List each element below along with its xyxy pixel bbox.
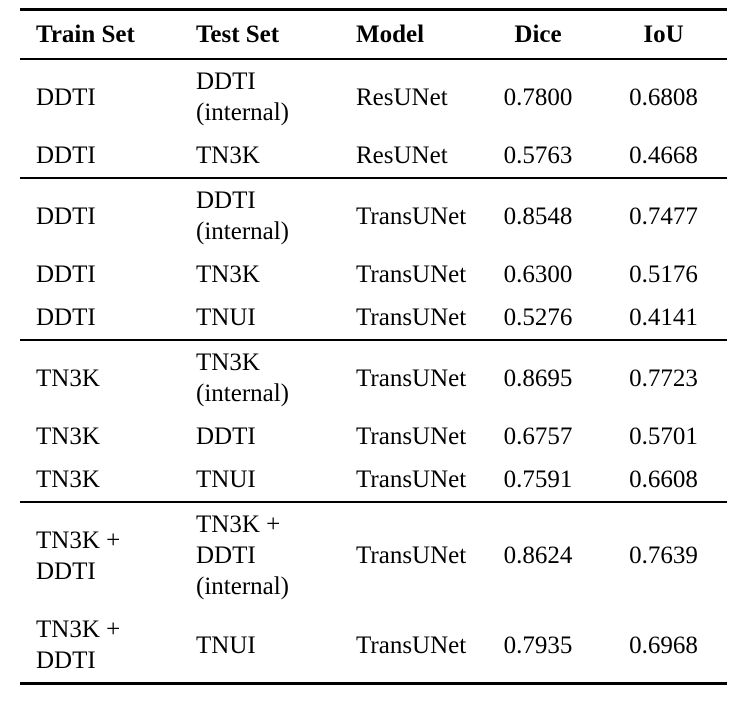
table-row: TN3K DDTI TransUNet 0.6757 0.5701 [20,415,727,458]
cell-dice: 0.8548 [503,202,573,230]
cell-model: ResUNet [356,142,448,169]
table-header-row: Train Set Test Set Model Dice IoU [20,9,727,60]
cell-model: TransUNet [356,202,467,230]
cell-line: (internal) [196,218,290,245]
cell-dice: 0.5276 [503,304,573,331]
cell-dice: 0.6300 [503,261,573,288]
cell-iou: 0.7477 [629,202,698,230]
cell-test-set: TN3K (internal) [196,340,356,415]
cell-line: DDTI [196,68,256,95]
header-iou: IoU [600,9,727,60]
table-row: DDTI DDTI (internal) TransUNet 0.8548 0.… [20,178,727,253]
cell-iou: 0.6608 [629,466,698,493]
cell-model: ResUNet [356,83,448,111]
cell-iou: 0.4668 [629,142,698,169]
header-test-set: Test Set [196,9,356,60]
cell-test-set: TNUI [196,466,256,493]
cell-line: DDTI [196,187,256,214]
cell-dice: 0.7800 [503,83,573,111]
cell-line: DDTI [36,647,96,674]
cell-dice: 0.7935 [503,631,573,659]
table-row: TN3K + DDTI TN3K + DDTI (internal) Trans… [20,502,727,608]
table-group-4: TN3K + DDTI TN3K + DDTI (internal) Trans… [20,502,727,684]
header-model: Model [356,9,476,60]
table-group-1: DDTI DDTI (internal) ResUNet 0.7800 0.68… [20,59,727,178]
cell-model: TransUNet [356,304,467,331]
table-row: DDTI DDTI (internal) ResUNet 0.7800 0.68… [20,59,727,134]
cell-test-set: DDTI (internal) [196,178,356,253]
table-row: DDTI TNUI TransUNet 0.5276 0.4141 [20,296,727,340]
results-table-container: Train Set Test Set Model Dice IoU DDTI D… [20,8,727,685]
cell-iou: 0.7639 [629,542,698,569]
cell-iou: 0.5701 [629,423,698,450]
table-row: TN3K TN3K (internal) TransUNet 0.8695 0.… [20,340,727,415]
cell-iou: 0.6808 [629,83,698,111]
table-row: DDTI TN3K TransUNet 0.6300 0.5176 [20,253,727,296]
cell-dice: 0.8695 [503,364,573,392]
results-table: Train Set Test Set Model Dice IoU DDTI D… [20,8,727,685]
cell-line: (internal) [196,380,290,407]
header-dice: Dice [476,9,600,60]
cell-model: TransUNet [356,542,467,569]
table-group-3: TN3K TN3K (internal) TransUNet 0.8695 0.… [20,340,727,502]
cell-line: TN3K + [36,616,121,643]
cell-train-set: DDTI [36,261,96,288]
cell-train-set: TN3K + DDTI [20,608,196,684]
cell-iou: 0.6968 [629,631,698,659]
cell-dice: 0.8624 [503,542,573,569]
cell-line: TN3K + [36,526,121,554]
cell-train-set: DDTI [36,304,96,331]
header-train-set: Train Set [20,9,196,60]
cell-line: TN3K + [196,511,281,538]
cell-line: DDTI [196,542,256,569]
table-group-2: DDTI DDTI (internal) TransUNet 0.8548 0.… [20,178,727,340]
cell-model: TransUNet [356,466,467,493]
cell-iou: 0.4141 [629,304,698,331]
cell-train-set: TN3K + DDTI [20,502,196,608]
cell-test-set: TNUI [196,631,256,659]
cell-train-set: DDTI [36,83,96,111]
cell-train-set: TN3K [36,364,100,392]
cell-test-set: DDTI (internal) [196,59,356,134]
cell-train-set: DDTI [36,142,96,169]
cell-train-set: TN3K [36,423,100,450]
cell-test-set: TN3K + DDTI (internal) [196,502,356,608]
cell-line: (internal) [196,99,290,126]
cell-test-set: TN3K [196,142,260,169]
cell-model: TransUNet [356,261,467,288]
cell-model: TransUNet [356,364,467,392]
cell-dice: 0.7591 [503,466,573,493]
cell-line: TN3K [196,349,260,376]
cell-model: TransUNet [356,631,467,659]
table-row: TN3K TNUI TransUNet 0.7591 0.6608 [20,458,727,502]
table-row: TN3K + DDTI TNUI TransUNet 0.7935 0.6968 [20,608,727,684]
cell-iou: 0.7723 [629,364,698,392]
cell-line: (internal) [196,573,290,600]
cell-iou: 0.5176 [629,261,698,288]
cell-line: DDTI [36,557,96,585]
cell-test-set: DDTI [196,423,256,450]
table-row: DDTI TN3K ResUNet 0.5763 0.4668 [20,134,727,178]
cell-test-set: TN3K [196,261,260,288]
cell-test-set: TNUI [196,304,256,331]
cell-train-set: TN3K [36,466,100,493]
cell-model: TransUNet [356,423,467,450]
cell-dice: 0.5763 [503,142,573,169]
cell-dice: 0.6757 [503,423,573,450]
cell-train-set: DDTI [36,202,96,230]
